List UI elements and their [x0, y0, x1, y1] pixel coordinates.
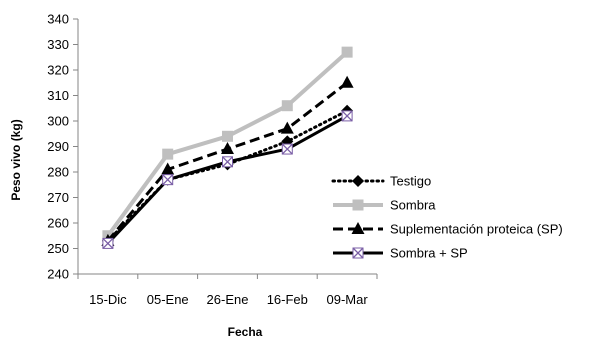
marker-xsquare-cross — [341, 110, 353, 122]
legend-item: Sombra — [333, 198, 436, 213]
legend-item: Suplementación proteica (SP) — [333, 222, 563, 237]
marker-xsquare-cross — [162, 174, 174, 186]
y-tick-label: 330 — [47, 37, 69, 52]
y-tick-label: 240 — [47, 267, 69, 282]
legend: Testigo Sombra Suplementación proteica (SP… — [331, 174, 563, 261]
y-tick-label: 340 — [47, 12, 69, 27]
legend-label: Testigo — [390, 174, 431, 189]
marker-square — [341, 46, 353, 58]
y-axis-title: Peso vivo (kg) — [9, 119, 23, 200]
x-axis-title: Fecha — [228, 325, 263, 339]
series-1 — [101, 104, 354, 247]
marker-triangle — [221, 142, 234, 155]
marker-diamond-legend — [352, 175, 364, 187]
y-tick-label: 280 — [47, 165, 69, 180]
marker-triangle — [280, 121, 294, 134]
marker-triangle — [161, 162, 175, 175]
y-tick-label: 250 — [47, 241, 69, 256]
marker-square-legend — [352, 199, 364, 211]
x-tick-label: 05-Ene — [147, 292, 189, 307]
legend-label: Sombra + SP — [390, 246, 468, 261]
legend-label: Sombra — [390, 198, 436, 213]
marker-xsquare-cross — [222, 156, 233, 168]
marker-xsquare-cross — [102, 237, 114, 249]
marker-xsquare-cross-legend — [352, 247, 364, 259]
legend-item: Sombra + SP — [333, 246, 468, 261]
series-3 — [101, 75, 354, 246]
series-4 — [102, 110, 353, 249]
marker-square — [281, 100, 293, 112]
marker-square — [222, 130, 233, 142]
x-tick-label: 26-Ene — [207, 292, 249, 307]
series-layer — [101, 46, 354, 249]
x-tick-label: 16-Feb — [267, 292, 308, 307]
marker-triangle-legend — [351, 222, 365, 234]
axes: 240 250 260 270 280 290 300 310 320 330 340 15-Dic 0… — [47, 12, 378, 307]
x-tick-label: 09-Mar — [327, 292, 369, 307]
x-tick-label: 15-Dic — [89, 292, 127, 307]
legend-item: Testigo — [331, 174, 431, 189]
y-tick-label: 300 — [47, 114, 69, 129]
marker-square — [162, 148, 174, 160]
y-tick-label: 290 — [47, 139, 69, 154]
legend-label: Suplementación proteica (SP) — [390, 222, 563, 237]
marker-xsquare-cross — [281, 143, 293, 155]
y-tick-label: 320 — [47, 63, 69, 78]
y-tick-label: 270 — [47, 190, 69, 205]
marker-triangle — [340, 75, 354, 88]
y-tick-label: 260 — [47, 216, 69, 231]
series-line — [106, 109, 349, 243]
y-tick-label: 310 — [47, 88, 69, 103]
